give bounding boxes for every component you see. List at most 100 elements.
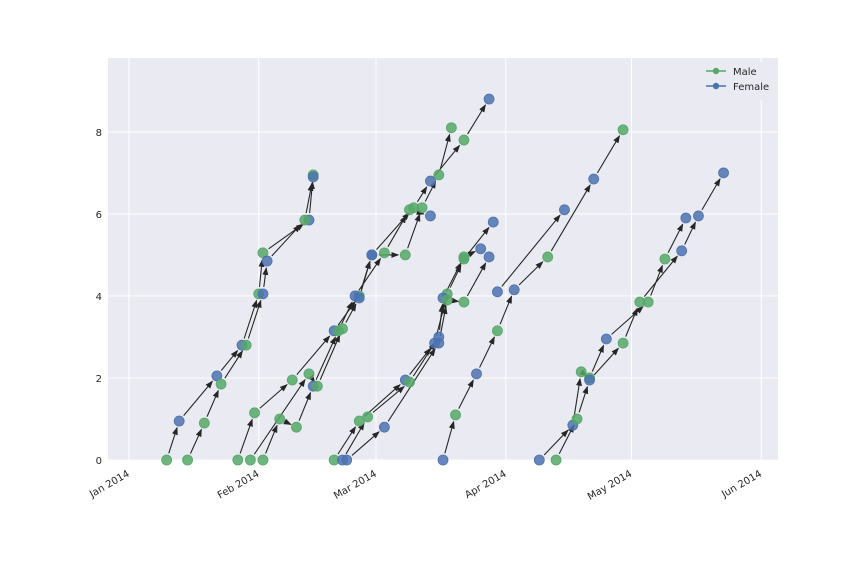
male-point [182, 454, 193, 466]
male-point [458, 296, 470, 308]
path-arrow [265, 424, 278, 454]
path-arrow [611, 306, 644, 335]
path-arrow [407, 213, 421, 249]
path-arrow [258, 258, 265, 287]
female-point [483, 251, 495, 263]
male-point [441, 294, 453, 306]
path-arrow [518, 261, 544, 286]
path-arrow [315, 336, 336, 381]
path-arrow [351, 431, 380, 456]
legend-swatch-marker [712, 82, 720, 90]
male-point [249, 407, 260, 419]
male-point [232, 454, 244, 466]
male-point [299, 214, 311, 226]
male-point [634, 296, 646, 308]
path-arrow [247, 299, 262, 339]
male-point [617, 337, 629, 349]
path-arrow [183, 380, 214, 417]
legend-swatch-marker [712, 67, 720, 75]
x-tick-label: Jan 2014 [87, 469, 132, 501]
female-point [559, 204, 570, 216]
path-arrow [243, 299, 258, 339]
male-point [416, 202, 428, 214]
female-point [425, 210, 436, 222]
path-arrow [345, 303, 357, 323]
path-arrow [440, 133, 451, 169]
migration-paths [168, 104, 721, 456]
male-point [399, 249, 411, 261]
x-tick-label: Apr 2014 [463, 469, 508, 501]
female-point [693, 210, 704, 222]
male-point [215, 378, 227, 390]
female-point [487, 216, 499, 228]
male-point [659, 253, 671, 265]
female-point [437, 454, 449, 466]
path-arrow [439, 305, 448, 337]
male-point [450, 409, 461, 421]
path-arrow [543, 429, 569, 456]
male-point [244, 454, 256, 466]
legend: Male Female [700, 62, 774, 100]
path-arrow [298, 391, 312, 421]
path-arrow [444, 420, 455, 454]
male-point [458, 134, 470, 146]
path-arrow [643, 255, 678, 297]
male-point [492, 325, 503, 337]
y-tick-label: 4 [96, 292, 102, 303]
legend-label: Female [733, 82, 769, 93]
path-arrow [467, 104, 486, 135]
path-arrow [387, 214, 407, 248]
male-point [617, 124, 629, 136]
x-tick-label: Jun 2014 [719, 469, 764, 501]
male-point [445, 122, 457, 134]
path-arrow [345, 422, 365, 455]
path-arrow [364, 384, 401, 417]
male-point [240, 339, 252, 351]
male-point [362, 411, 374, 423]
path-arrow [224, 350, 243, 379]
data-points [161, 93, 729, 466]
path-arrow [479, 336, 495, 368]
male-point [433, 169, 445, 181]
female-point [533, 454, 545, 466]
female-point [261, 255, 273, 267]
path-arrow [206, 389, 219, 417]
path-arrow [467, 250, 477, 258]
male-point [337, 323, 348, 335]
path-arrow [499, 295, 513, 325]
female-point [341, 454, 353, 466]
path-arrow [319, 334, 341, 380]
path-arrow [650, 264, 663, 296]
female-point [584, 374, 595, 386]
legend-label: Male [733, 67, 757, 78]
path-arrow [701, 178, 721, 211]
female-point [508, 284, 520, 296]
y-tick-label: 6 [96, 210, 102, 221]
path-arrow [451, 297, 460, 304]
plot-background [108, 58, 778, 460]
path-arrow [445, 262, 462, 292]
path-arrow [337, 426, 356, 455]
female-point [483, 93, 495, 105]
x-tick-label: Feb 2014 [216, 469, 262, 502]
female-point [600, 333, 612, 345]
legend-box [700, 62, 774, 100]
path-arrow [591, 344, 605, 372]
path-arrow [409, 347, 431, 375]
male-point [311, 380, 323, 392]
female-point [378, 421, 390, 433]
path-arrow [271, 224, 301, 257]
female-point [718, 167, 729, 179]
female-point [425, 175, 436, 187]
path-arrow [259, 383, 288, 409]
female-point [471, 368, 482, 380]
path-arrow [220, 349, 239, 371]
path-arrow [458, 379, 474, 409]
path-arrow [467, 226, 490, 254]
male-point [257, 454, 269, 466]
male-point [378, 247, 390, 259]
male-point [291, 421, 302, 433]
path-arrow [501, 214, 561, 287]
x-tick-label: May 2014 [586, 469, 634, 503]
path-arrow [625, 307, 638, 337]
